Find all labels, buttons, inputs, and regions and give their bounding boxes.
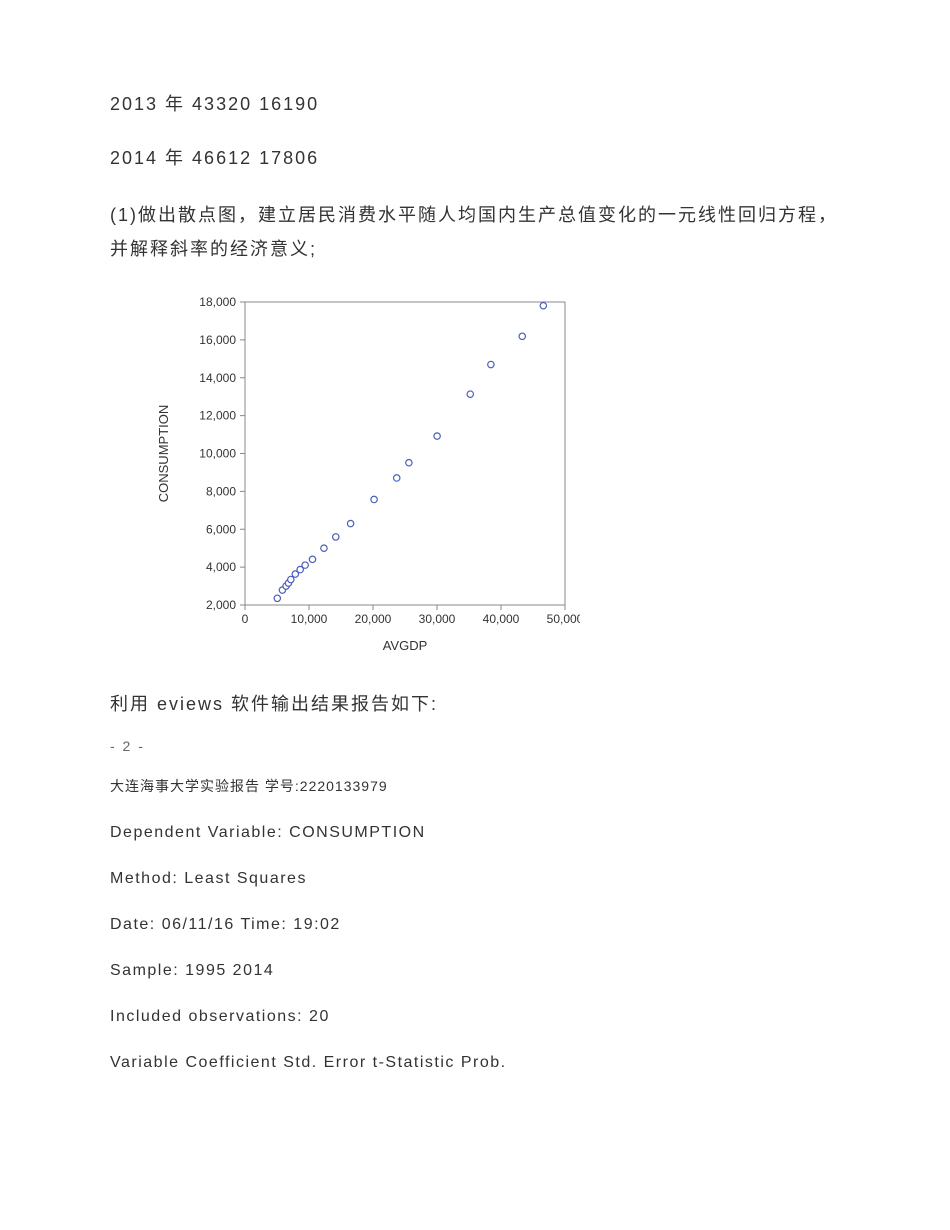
svg-text:4,000: 4,000: [206, 561, 236, 575]
svg-text:AVGDP: AVGDP: [383, 638, 428, 653]
result-heading: 利用 eviews 软件输出结果报告如下:: [110, 690, 840, 716]
eviews-date: Date: 06/11/16 Time: 19:02: [110, 916, 840, 934]
eviews-dep-var: Dependent Variable: CONSUMPTION: [110, 824, 840, 842]
svg-text:12,000: 12,000: [199, 409, 236, 423]
svg-text:30,000: 30,000: [419, 612, 456, 626]
eviews-method: Method: Least Squares: [110, 870, 840, 888]
eviews-var-header: Variable Coefficient Std. Error t-Statis…: [110, 1054, 840, 1072]
svg-text:20,000: 20,000: [355, 612, 392, 626]
scatter-chart-svg: 2,000 4,000 6,000 8,000 10,000 12,000 14,000 16…: [150, 290, 580, 660]
data-row-2013: 2013 年 43320 16190: [110, 90, 840, 116]
svg-text:8,000: 8,000: [206, 485, 236, 499]
svg-text:10,000: 10,000: [199, 447, 236, 461]
svg-text:18,000: 18,000: [199, 295, 236, 309]
svg-text:14,000: 14,000: [199, 371, 236, 385]
svg-text:2,000: 2,000: [206, 598, 236, 612]
scatter-chart: 2,000 4,000 6,000 8,000 10,000 12,000 14,000 16…: [150, 290, 840, 660]
svg-text:50,000: 50,000: [547, 612, 580, 626]
svg-text:40,000: 40,000: [483, 612, 520, 626]
svg-text:0: 0: [242, 612, 249, 626]
svg-text:6,000: 6,000: [206, 523, 236, 537]
svg-text:CONSUMPTION: CONSUMPTION: [156, 405, 171, 503]
eviews-sample: Sample: 1995 2014: [110, 962, 840, 980]
data-row-2014: 2014 年 46612 17806: [110, 144, 840, 170]
page-number: - 2 -: [110, 738, 840, 754]
svg-text:10,000: 10,000: [291, 612, 328, 626]
report-header: 大连海事大学实验报告 学号:2220133979: [110, 776, 840, 796]
eviews-included: Included observations: 20: [110, 1008, 840, 1026]
question-text: (1)做出散点图，建立居民消费水平随人均国内生产总值变化的一元线性回归方程，并解…: [110, 198, 840, 266]
svg-text:16,000: 16,000: [199, 333, 236, 347]
